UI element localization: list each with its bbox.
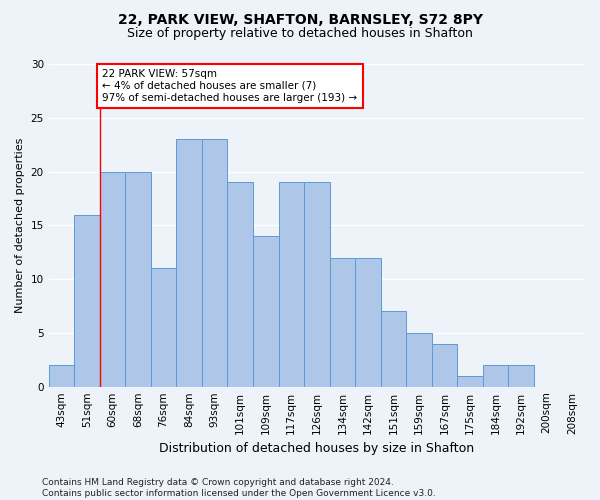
Bar <box>202 140 227 386</box>
Bar <box>457 376 483 386</box>
Bar <box>49 365 74 386</box>
Bar <box>483 365 508 386</box>
Bar <box>406 333 432 386</box>
X-axis label: Distribution of detached houses by size in Shafton: Distribution of detached houses by size … <box>159 442 475 455</box>
Bar <box>253 236 278 386</box>
Text: Contains HM Land Registry data © Crown copyright and database right 2024.
Contai: Contains HM Land Registry data © Crown c… <box>42 478 436 498</box>
Bar <box>125 172 151 386</box>
Y-axis label: Number of detached properties: Number of detached properties <box>15 138 25 313</box>
Bar <box>304 182 329 386</box>
Bar <box>432 344 457 386</box>
Bar <box>100 172 125 386</box>
Bar <box>380 312 406 386</box>
Bar <box>227 182 253 386</box>
Bar <box>508 365 534 386</box>
Bar <box>278 182 304 386</box>
Bar <box>355 258 380 386</box>
Bar <box>151 268 176 386</box>
Text: 22 PARK VIEW: 57sqm
← 4% of detached houses are smaller (7)
97% of semi-detached: 22 PARK VIEW: 57sqm ← 4% of detached hou… <box>103 70 358 102</box>
Bar <box>74 214 100 386</box>
Text: 22, PARK VIEW, SHAFTON, BARNSLEY, S72 8PY: 22, PARK VIEW, SHAFTON, BARNSLEY, S72 8P… <box>118 12 482 26</box>
Bar <box>176 140 202 386</box>
Bar <box>329 258 355 386</box>
Text: Size of property relative to detached houses in Shafton: Size of property relative to detached ho… <box>127 28 473 40</box>
